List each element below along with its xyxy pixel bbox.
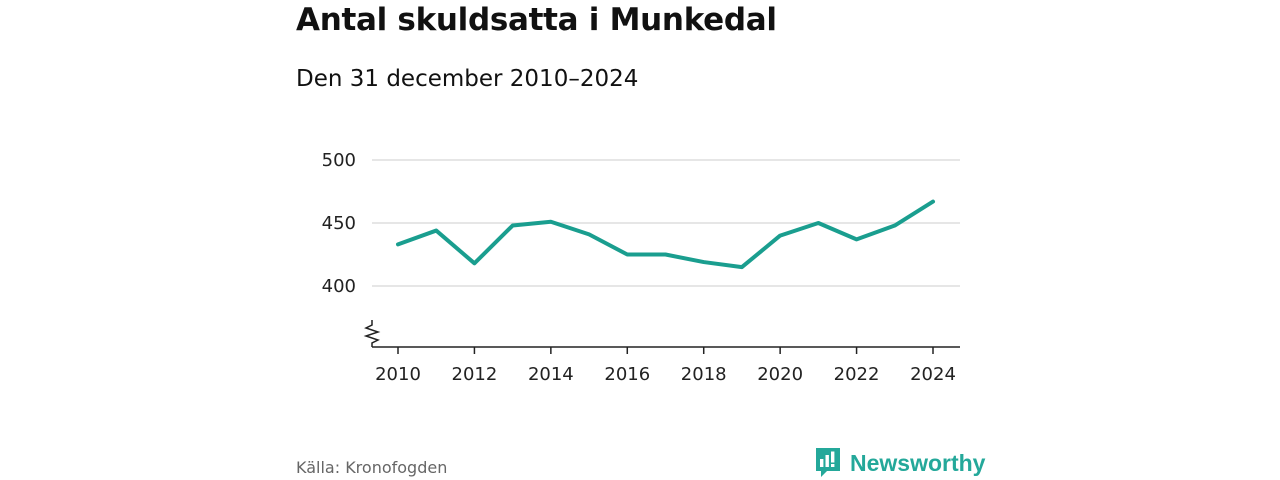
x-tick-label: 2022 [834, 364, 880, 385]
x-tick-label: 2016 [604, 364, 650, 385]
axis-break-icon [363, 320, 381, 347]
x-tick-label: 2018 [681, 364, 727, 385]
x-tick-label: 2020 [757, 364, 803, 385]
chart-title: Antal skuldsatta i Munkedal [296, 2, 777, 38]
x-tick-label: 2012 [452, 364, 498, 385]
x-tick-label: 2024 [910, 364, 956, 385]
brand-name: Newsworthy [850, 449, 986, 476]
newsworthy-logo-icon [816, 448, 840, 477]
x-tick-label: 2014 [528, 364, 574, 385]
y-tick-label: 500 [322, 150, 356, 171]
chart-subtitle: Den 31 december 2010–2024 [296, 66, 639, 92]
y-tick-label: 400 [322, 276, 356, 297]
series-line [396, 199, 935, 270]
line-chart: 400 450 500 2010 2012 2014 2016 2018 2020 2022 202… [322, 150, 960, 385]
y-tick-label: 450 [322, 213, 356, 234]
source-note: Källa: Kronofogden [296, 458, 448, 477]
brand-logo: Newsworthy [814, 446, 985, 480]
x-tick-label: 2010 [375, 364, 421, 385]
